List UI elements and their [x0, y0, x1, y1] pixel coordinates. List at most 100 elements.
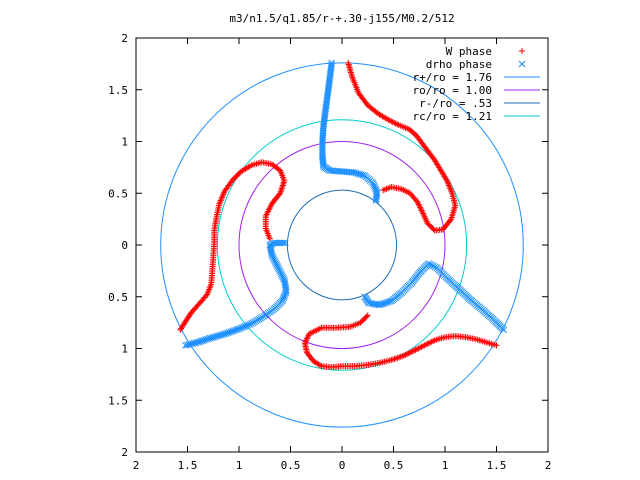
y-tick-label: 2: [121, 32, 128, 45]
data-points: [177, 59, 508, 371]
x-tick-label: 0: [339, 459, 346, 472]
x-tick-label: 1.5: [178, 459, 198, 472]
w-phase-point: [393, 355, 400, 362]
drho-phase-point: [280, 239, 288, 247]
w-phase-point: [416, 202, 423, 209]
y-tick-label: 2: [121, 446, 128, 459]
drho-phase-point: [372, 197, 380, 204]
w-phase-point: [416, 344, 423, 351]
w-phase-point: [415, 201, 422, 208]
legend-label: r-/ro = .53: [419, 97, 492, 110]
drho-phase-point: [281, 239, 289, 247]
w-phase-point: [418, 207, 425, 214]
reference-circles: [160, 62, 524, 428]
w-phase-point: [280, 179, 287, 186]
w-phase-point: [421, 342, 428, 349]
w-phase-point: [415, 345, 422, 352]
w-phase-point: [417, 205, 424, 212]
w-phase-point: [389, 118, 396, 125]
w-phase-point: [406, 349, 413, 356]
circle-1.76: [160, 62, 524, 428]
w-phase-point: [402, 352, 409, 359]
w-phase-point: [412, 346, 419, 353]
w-phase-point: [246, 163, 253, 170]
circle-1.21: [216, 119, 468, 371]
drho-phase-point: [275, 239, 283, 247]
w-phase-point: [425, 340, 432, 347]
y-tick-label: 0.5: [108, 291, 128, 304]
w-phase-point: [405, 350, 412, 357]
w-phase-point: [388, 118, 395, 125]
y-tick-label: 1: [121, 343, 128, 356]
w-phase-point: [392, 120, 399, 127]
legend-label: rc/ro = 1.21: [413, 110, 492, 123]
y-tick-label: 0.5: [108, 187, 128, 200]
w-phase-point: [364, 312, 371, 319]
axis-ticks: 2 1.5 1 0.5 0 0.5 1 1.5 221.510.500.511.52: [108, 32, 551, 472]
w-phase-point: [408, 349, 415, 356]
w-phase-point: [443, 176, 450, 183]
w-phase-point: [430, 337, 437, 344]
w-phase-point: [419, 208, 426, 215]
legend-label: W phase: [446, 45, 492, 58]
x-tick-label: 0.5: [281, 459, 301, 472]
w-phase-point: [279, 182, 286, 189]
drho-phase-point: [273, 239, 281, 247]
w-phase-point: [279, 184, 286, 191]
drho-phase-point: [433, 264, 441, 272]
drho-phase-point: [277, 239, 284, 247]
x-tick-label: 1.5: [487, 459, 507, 472]
legend-label: drho phase: [426, 58, 492, 71]
w-phase-point: [417, 204, 424, 211]
w-phase-point: [418, 343, 425, 350]
w-phase-point: [385, 116, 392, 123]
w-phase-point: [428, 338, 435, 345]
drho-phase-point: [270, 239, 278, 247]
w-phase-point: [202, 293, 209, 300]
w-phase-point: [278, 185, 285, 192]
chart-title: m3/n1.5/q1.85/r-+.30-j155/M0.2/512: [229, 12, 454, 25]
y-tick-label: 0: [121, 239, 128, 252]
y-tick-label: 1.5: [108, 394, 128, 407]
w-phase-point: [363, 313, 370, 320]
w-phase-point: [389, 356, 396, 363]
drho-phase-point: [359, 171, 367, 179]
w-phase-point: [431, 337, 438, 344]
w-phase-point: [424, 340, 431, 347]
w-phase-point: [414, 346, 421, 353]
legend-swatch: [519, 48, 525, 54]
circle-0.53: [286, 189, 398, 301]
w-phase-point: [411, 347, 418, 354]
drho-phase-point: [372, 195, 380, 203]
w-phase-point: [422, 341, 429, 348]
drho-phase-point: [361, 293, 369, 301]
drho-phase-point: [272, 239, 279, 247]
x-tick-label: 1: [442, 459, 449, 472]
drho-phase-point: [430, 262, 437, 270]
x-tick-label: 1: [236, 459, 243, 472]
w-phase-point: [386, 117, 393, 124]
w-phase-point: [409, 348, 416, 355]
legend-label: r+/ro = 1.76: [413, 71, 492, 84]
circle-1: [238, 141, 446, 349]
w-phase-point: [394, 121, 401, 128]
x-tick-label: 2: [133, 459, 140, 472]
w-phase-point: [280, 180, 287, 187]
w-phase-point: [391, 119, 398, 126]
w-phase-point: [391, 355, 398, 362]
drho-phase-point: [278, 239, 286, 247]
x-tick-label: 2: [545, 459, 552, 472]
w-phase-point: [380, 187, 387, 194]
x-tick-label: 0.5: [384, 459, 404, 472]
w-phase-point: [419, 343, 426, 350]
y-tick-label: 1: [121, 136, 128, 149]
legend-swatch: [518, 60, 526, 68]
w-phase-point: [305, 351, 312, 358]
w-phase-point: [403, 351, 410, 358]
legend-label: ro/ro = 1.00: [413, 84, 492, 97]
y-tick-label: 1.5: [108, 84, 128, 97]
drho-phase-point: [426, 261, 434, 268]
w-phase-point: [427, 339, 434, 346]
